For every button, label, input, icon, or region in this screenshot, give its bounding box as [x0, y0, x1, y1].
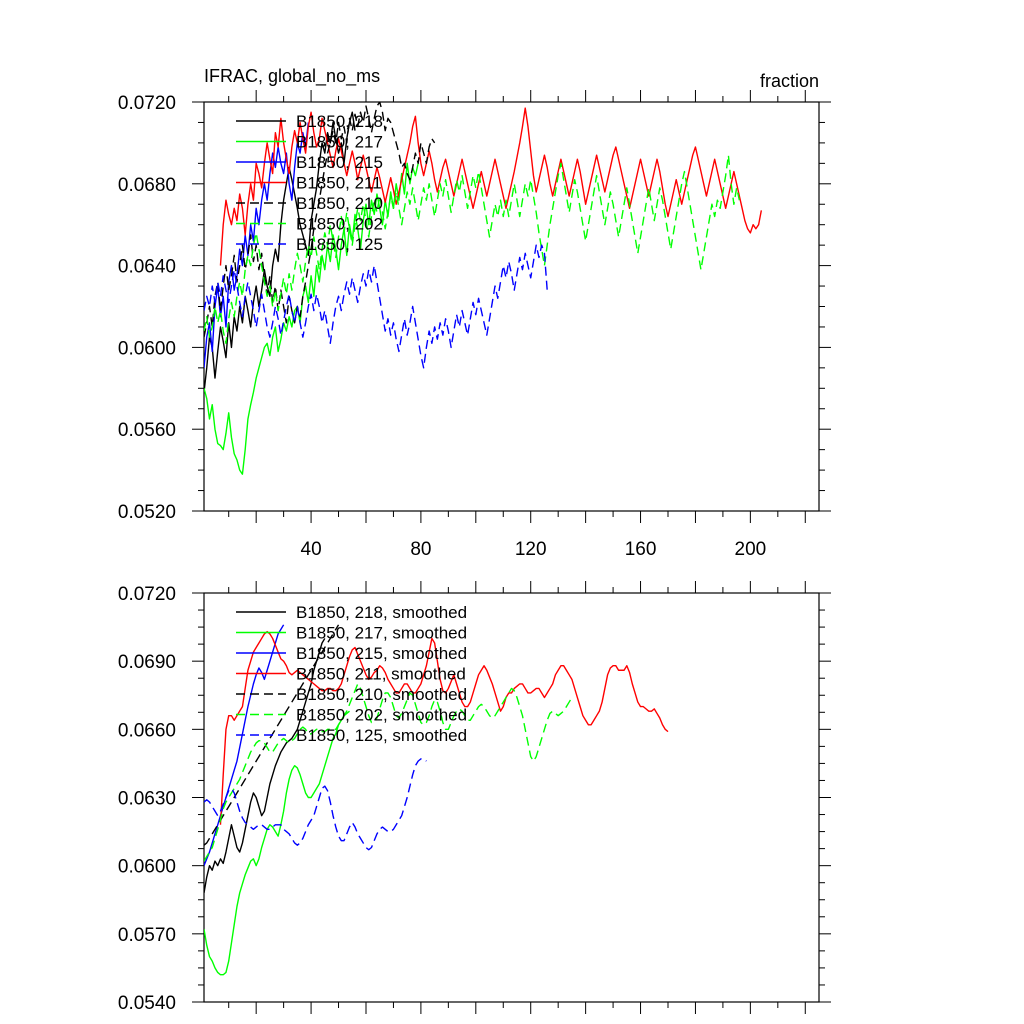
y-tick-label: 0.0690	[118, 652, 176, 673]
legend-label: B1850, 202	[296, 215, 383, 234]
series-line-b1850-218-smoothed	[204, 638, 326, 894]
y-tick-label: 0.0600	[118, 338, 176, 359]
y-tick-label: 0.0720	[118, 584, 176, 605]
legend-label: B1850, 218, smoothed	[296, 603, 467, 622]
legend-label: B1850, 210, smoothed	[296, 685, 467, 704]
legend-label: B1850, 202, smoothed	[296, 706, 467, 725]
series-line-b1850-218	[204, 111, 356, 393]
y-tick-label: 0.0660	[118, 720, 176, 741]
series-line-b1850-125	[204, 244, 548, 369]
legend-label: B1850, 210	[296, 194, 383, 213]
x-tick-label: 40	[301, 539, 322, 560]
bottom-panel: 0.0540 0.0570 0.0600 0.0630 0.0660 0.0690 0.07…	[118, 581, 831, 1014]
y-tick-label: 0.0630	[118, 789, 176, 810]
legend-label: B1850, 125	[296, 235, 383, 254]
series-line-b1850-217	[204, 162, 419, 475]
top-chart-title: IFRAC, global_no_ms	[204, 66, 380, 87]
top-units-label: fraction	[760, 71, 819, 91]
series-line-b1850-211-smoothed	[219, 630, 669, 825]
legend-label: B1850, 125, smoothed	[296, 726, 467, 745]
series-group	[204, 624, 669, 976]
series-line-b1850-211	[219, 107, 763, 266]
series-line-b1850-210-smoothed	[204, 624, 340, 846]
y-tick-label: 0.0640	[118, 257, 176, 278]
series-line-b1850-125-smoothed	[204, 758, 427, 851]
series-line-b1850-202	[204, 154, 741, 345]
legend-label: B1850, 215	[296, 153, 383, 172]
series-line-b1850-215	[204, 122, 310, 368]
y-tick-label: 0.0560	[118, 420, 176, 441]
y-tick-label: 0.0570	[118, 925, 176, 946]
series-line-b1850-215-smoothed	[204, 624, 285, 866]
top-plot-area: 40 80 120 160 200 0.0520 0.0560 0.0600 0.0640 0.0…	[118, 90, 831, 560]
legend-label: B1850, 217, smoothed	[296, 624, 467, 643]
series-group	[204, 102, 763, 475]
legend-label: B1850, 211, smoothed	[296, 665, 466, 684]
y-tick-label: 0.0600	[118, 857, 176, 878]
series-line-b1850-217-smoothed	[204, 710, 350, 976]
top-panel: IFRAC, global_no_ms fraction 40 80 120 160 2…	[118, 66, 831, 560]
x-tick-label: 120	[515, 539, 547, 560]
series-line-b1850-210	[204, 102, 436, 338]
bottom-plot-area: 0.0540 0.0570 0.0600 0.0630 0.0660 0.0690 0.07…	[118, 581, 831, 1014]
series-line-b1850-202-smoothed	[204, 683, 573, 862]
x-tick-label: 200	[735, 539, 767, 560]
legend-label: B1850, 218	[296, 112, 383, 131]
y-tick-label: 0.0680	[118, 175, 176, 196]
legend-label: B1850, 211	[296, 174, 382, 193]
x-tick-label: 160	[625, 539, 657, 560]
legend-label: B1850, 217	[296, 133, 383, 152]
y-tick-label: 0.0720	[118, 93, 176, 114]
legend-label: B1850, 215, smoothed	[296, 644, 467, 663]
x-tick-label: 80	[410, 539, 431, 560]
y-tick-label: 0.0540	[118, 993, 176, 1014]
y-tick-label: 0.0520	[118, 502, 176, 523]
